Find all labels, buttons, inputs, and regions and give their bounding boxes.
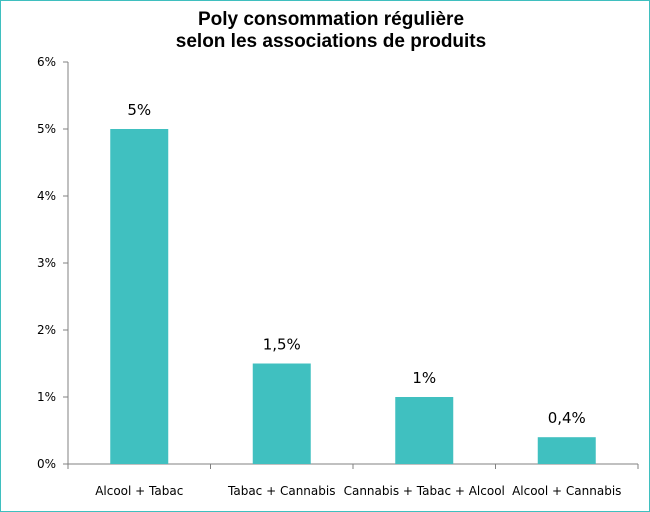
category-label: Alcool + Cannabis — [512, 484, 621, 498]
bar — [110, 129, 169, 464]
data-label: 0,4% — [548, 409, 586, 427]
chart-title-line1: Poly consommation régulière — [197, 9, 465, 30]
bar — [252, 363, 311, 464]
y-tick-label: 5% — [37, 122, 56, 136]
category-label: Tabac + Cannabis — [227, 484, 335, 498]
bar — [395, 397, 454, 464]
data-label: 5% — [127, 101, 151, 119]
y-tick-label: 3% — [37, 256, 56, 270]
y-tick-label: 2% — [37, 323, 56, 337]
y-tick-label: 0% — [37, 457, 56, 471]
y-tick-label: 4% — [37, 189, 56, 203]
category-label: Cannabis + Tabac + Alcool — [344, 484, 505, 498]
y-tick-label: 6% — [37, 55, 56, 69]
category-label: Alcool + Tabac — [95, 484, 183, 498]
bar — [537, 437, 596, 464]
chart-title: Poly consommation régulière selon les as… — [151, 9, 511, 53]
y-tick-label: 1% — [37, 390, 56, 404]
chart-title-line2: selon les associations de produits — [175, 31, 487, 52]
data-label: 1,5% — [263, 336, 301, 354]
data-label: 1% — [412, 369, 436, 387]
